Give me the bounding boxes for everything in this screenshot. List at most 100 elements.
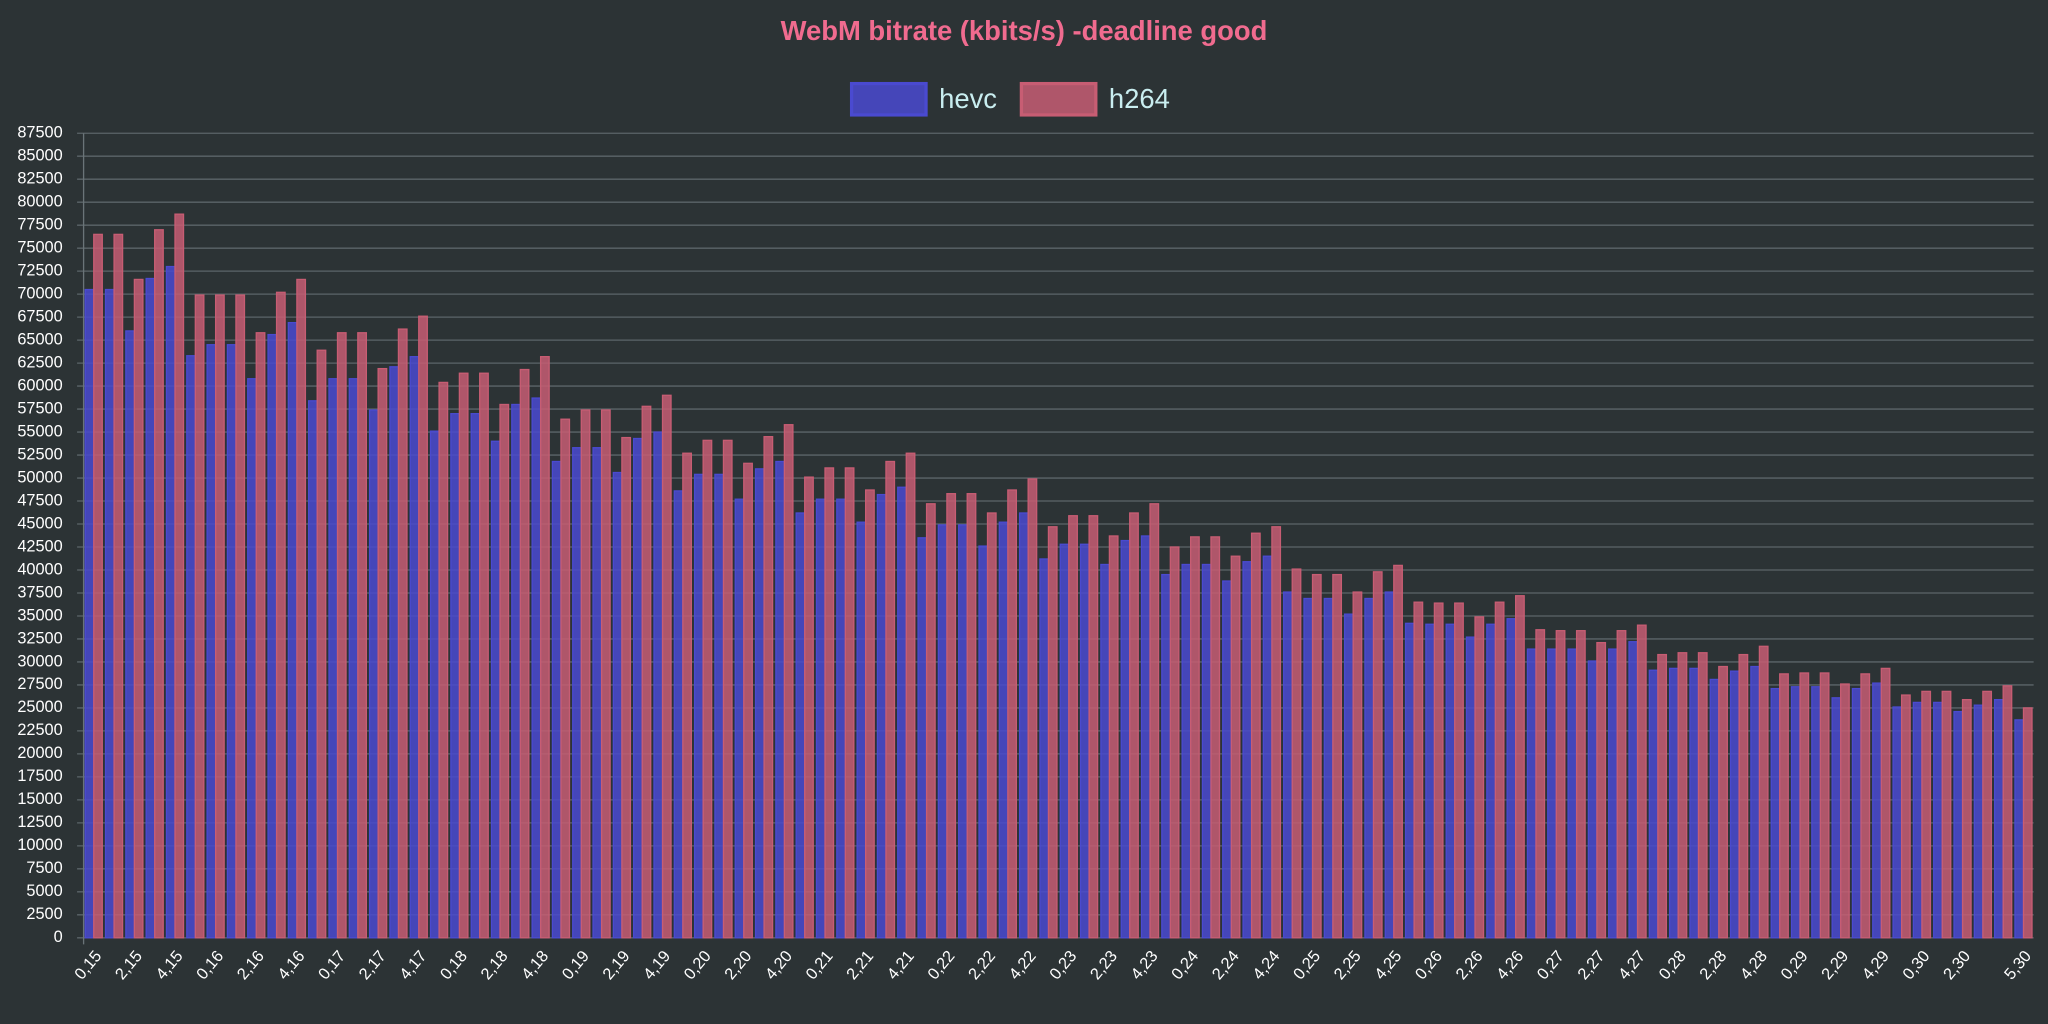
legend-label: h264 <box>1109 83 1170 114</box>
bar <box>328 378 339 939</box>
y-tick-label: 65000 <box>17 330 62 348</box>
bar <box>1616 630 1627 939</box>
y-tick-label: 22500 <box>17 721 62 739</box>
bar <box>978 545 989 939</box>
bar <box>1027 478 1038 939</box>
x-tick-label: 2,27 <box>1574 947 1608 983</box>
bar <box>1201 563 1212 939</box>
y-tick-label: 42500 <box>17 537 62 555</box>
y-tick-label: 5000 <box>26 882 62 900</box>
bar <box>937 524 948 939</box>
bar <box>1210 536 1221 939</box>
x-tick-label: 4,20 <box>762 947 796 983</box>
bar <box>600 409 611 939</box>
bar <box>1758 645 1769 939</box>
bar <box>958 524 968 939</box>
bar <box>1129 512 1139 939</box>
bar <box>743 462 753 939</box>
bar <box>1262 555 1273 939</box>
bar <box>1413 601 1424 939</box>
bar <box>1454 602 1464 939</box>
bar <box>1547 648 1557 939</box>
bar <box>876 493 887 939</box>
chart-title: WebM bitrate (kbits/s) -deadline good <box>781 15 1268 46</box>
bar <box>1840 683 1850 939</box>
x-tick-label: 0,30 <box>1899 947 1933 983</box>
y-tick-label: 62500 <box>17 353 62 371</box>
bar <box>1393 564 1403 939</box>
bar <box>1445 623 1456 939</box>
x-tick-label: 0,26 <box>1412 947 1446 983</box>
bar <box>368 409 379 939</box>
bar <box>998 521 1009 939</box>
x-tick-label: 2,19 <box>599 947 633 983</box>
bar <box>1912 701 1923 939</box>
bar <box>1790 686 1801 939</box>
bar <box>1494 601 1505 939</box>
bar <box>1047 526 1058 939</box>
y-tick-label: 50000 <box>17 468 62 486</box>
bar <box>499 403 510 939</box>
bar <box>377 367 388 939</box>
y-tick-label: 12500 <box>17 813 62 831</box>
bar <box>539 356 550 939</box>
bar <box>673 490 684 939</box>
bar <box>763 436 774 939</box>
bar <box>925 503 936 939</box>
bar <box>458 372 469 939</box>
bar <box>1007 489 1018 939</box>
bar <box>1900 694 1911 939</box>
bar <box>1535 629 1546 939</box>
bar <box>1729 670 1740 939</box>
bar <box>714 473 725 939</box>
bar <box>722 439 733 939</box>
bar <box>418 315 428 939</box>
bar <box>1332 573 1343 939</box>
bar <box>1657 653 1668 939</box>
bar <box>641 405 652 939</box>
bar <box>815 498 826 939</box>
y-tick-label: 2500 <box>26 905 62 923</box>
bar <box>255 332 266 939</box>
y-tick-label: 47500 <box>17 491 62 509</box>
y-tick-label: 45000 <box>17 514 62 532</box>
x-tick-label: 0,22 <box>924 947 958 983</box>
bar <box>84 288 95 939</box>
bar <box>1628 641 1639 939</box>
bar <box>1169 546 1180 939</box>
x-tick-label: 2,15 <box>112 947 146 983</box>
bar <box>653 431 664 939</box>
bar <box>917 537 928 939</box>
bar <box>1039 558 1050 939</box>
y-tick-label: 57500 <box>17 399 62 417</box>
x-tick-label: 5,30 <box>2001 947 2035 983</box>
y-tick-label: 60000 <box>17 376 62 394</box>
bar <box>1079 543 1090 939</box>
bar <box>551 460 562 939</box>
x-tick-label: 2,22 <box>965 947 999 983</box>
bar <box>1779 673 1789 939</box>
bar <box>287 321 298 939</box>
x-tick-label: 2,20 <box>721 947 755 983</box>
y-tick-label: 35000 <box>17 606 62 624</box>
bar <box>125 330 136 939</box>
bar <box>1953 710 1964 939</box>
bar <box>1343 613 1354 939</box>
y-tick-label: 25000 <box>17 698 62 716</box>
bar <box>1433 602 1444 939</box>
bar <box>2002 685 2013 939</box>
bar <box>1088 515 1099 939</box>
bar <box>1018 512 1029 939</box>
bar <box>1108 535 1119 939</box>
bar <box>336 332 347 939</box>
bar <box>165 265 176 939</box>
bar <box>1181 563 1192 939</box>
y-tick-label: 87500 <box>17 124 62 142</box>
bar <box>1941 690 1952 939</box>
bar <box>986 512 997 939</box>
bar <box>1738 653 1749 939</box>
x-tick-label: 0,18 <box>437 947 471 983</box>
x-tick-label: 0,15 <box>71 947 105 983</box>
bar <box>1892 706 1903 939</box>
